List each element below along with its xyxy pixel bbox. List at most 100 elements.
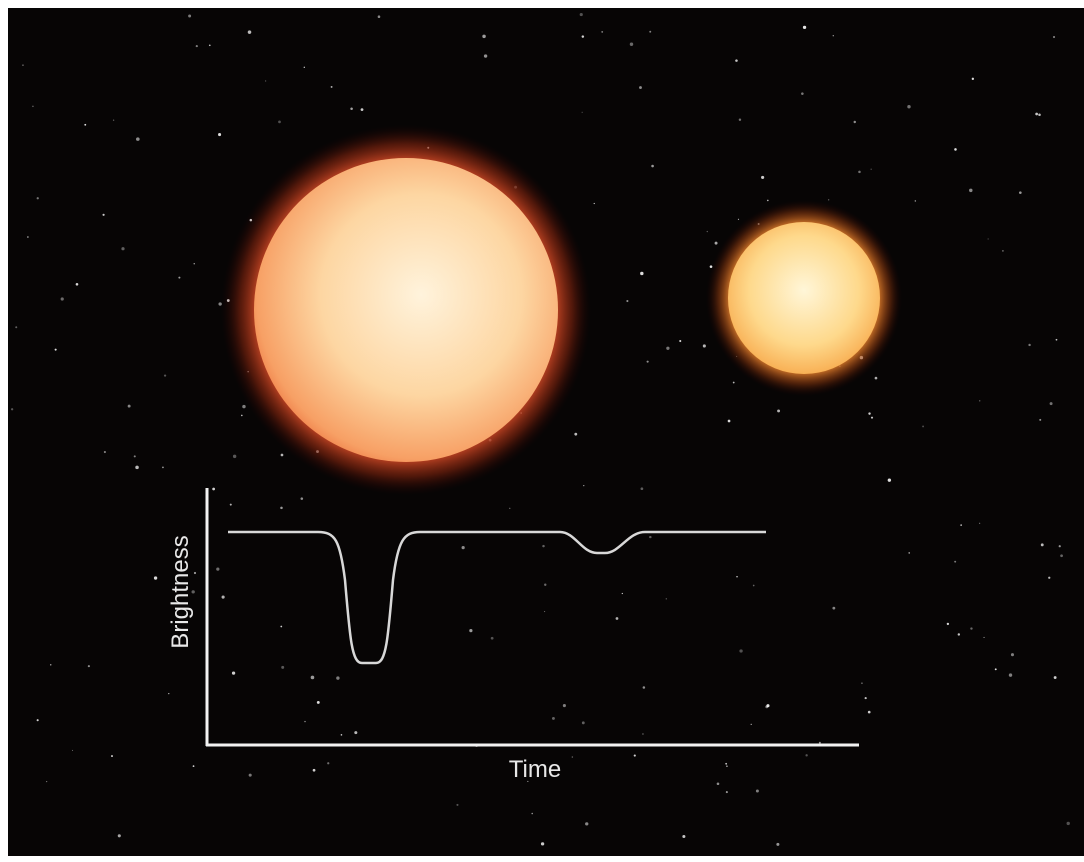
background-star [987, 238, 989, 240]
background-star [551, 716, 555, 720]
background-star [1035, 112, 1038, 116]
background-star [679, 339, 682, 343]
background-star [102, 213, 105, 216]
background-star [1040, 543, 1044, 547]
background-star [127, 404, 131, 408]
background-star [469, 628, 473, 633]
background-star [1049, 402, 1053, 406]
background-star [858, 170, 861, 174]
background-star [241, 414, 243, 417]
background-star [755, 789, 759, 793]
background-star [193, 263, 195, 265]
background-star [621, 592, 623, 595]
background-star [870, 168, 872, 170]
background-star [461, 546, 465, 550]
background-star [716, 782, 720, 786]
background-star [242, 404, 246, 409]
large-star [254, 158, 558, 462]
background-star [666, 346, 670, 350]
background-star [861, 682, 863, 684]
background-star [117, 834, 121, 838]
background-star [738, 118, 742, 122]
background-star [626, 299, 629, 303]
background-star [87, 665, 90, 668]
background-star [310, 675, 315, 680]
background-star [571, 756, 574, 758]
background-star [1060, 554, 1063, 558]
background-star [178, 276, 181, 279]
background-star [593, 202, 595, 205]
background-star [585, 822, 589, 826]
background-star [103, 450, 106, 454]
background-star [979, 400, 981, 402]
background-star [54, 348, 57, 351]
background-star [1039, 418, 1042, 421]
background-star [732, 381, 735, 384]
background-star [327, 762, 330, 765]
background-star [330, 85, 333, 88]
background-star [208, 44, 211, 47]
background-star [633, 754, 636, 757]
background-star [483, 54, 488, 58]
background-star [639, 86, 642, 89]
small-star [728, 222, 880, 374]
light-curve [228, 530, 766, 665]
background-star [340, 734, 343, 736]
background-star [212, 487, 215, 491]
background-star [50, 664, 52, 666]
background-star [26, 236, 29, 238]
background-star [216, 567, 220, 571]
background-star [802, 25, 807, 30]
background-star [247, 30, 252, 34]
background-star [907, 105, 911, 109]
background-star [646, 360, 649, 363]
background-star [32, 105, 34, 108]
background-star [36, 719, 39, 722]
background-star [922, 425, 925, 428]
background-star [651, 164, 654, 168]
background-star [280, 453, 284, 457]
background-star [665, 598, 667, 600]
background-star [714, 241, 718, 245]
background-star [544, 611, 546, 613]
background-star [574, 432, 578, 436]
background-star [581, 721, 585, 725]
background-star [682, 834, 686, 839]
background-star [832, 606, 836, 610]
background-star [739, 649, 743, 653]
background-star [163, 374, 167, 377]
background-star [544, 583, 547, 586]
background-star [581, 35, 585, 38]
background-star [601, 31, 604, 33]
background-star [868, 412, 871, 415]
background-star [994, 668, 997, 671]
background-star [303, 66, 305, 69]
background-star [36, 197, 39, 200]
background-star [874, 376, 878, 380]
background-star [725, 791, 728, 794]
background-star [1008, 673, 1013, 677]
background-star [642, 733, 644, 735]
background-star [1002, 250, 1004, 252]
background-star [887, 478, 892, 482]
background-star [191, 590, 195, 594]
background-star [46, 780, 48, 783]
background-star [983, 636, 985, 638]
background-star [75, 282, 79, 286]
background-star [726, 765, 728, 768]
background-star [231, 671, 236, 675]
background-star [649, 30, 652, 33]
background-star [761, 175, 765, 180]
background-star [22, 64, 24, 66]
background-star [136, 137, 140, 141]
background-star [583, 484, 585, 487]
background-star [970, 627, 973, 630]
background-star [221, 595, 225, 599]
background-star [629, 42, 634, 46]
background-star [766, 704, 770, 708]
background-star [1058, 545, 1061, 548]
background-star [300, 497, 304, 500]
background-star [1028, 343, 1031, 347]
background-star [280, 506, 283, 510]
background-star [248, 773, 252, 777]
